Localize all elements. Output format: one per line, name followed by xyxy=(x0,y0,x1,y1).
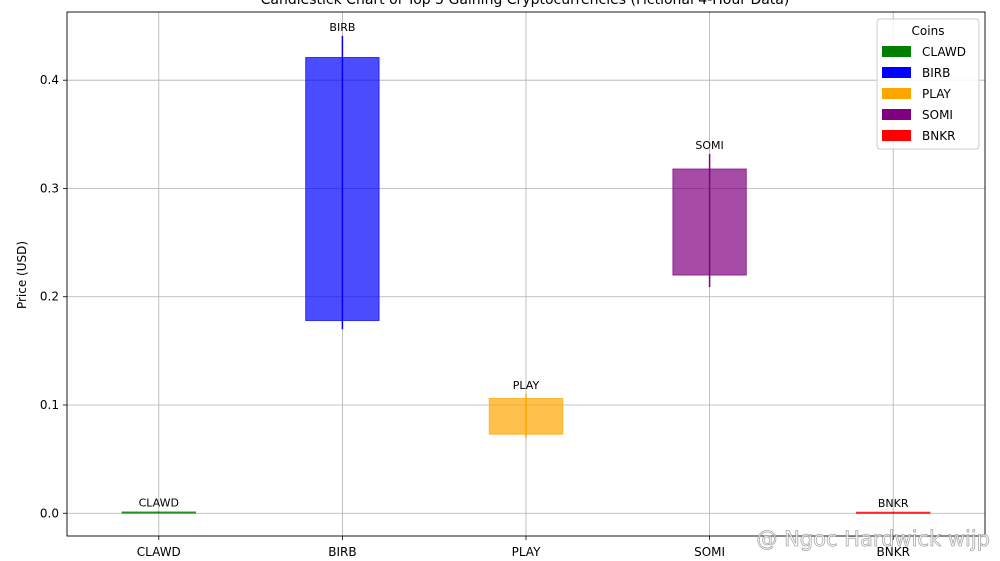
legend: Coins CLAWD BIRB PLAY SOMI BNKR xyxy=(876,18,980,150)
legend-swatch xyxy=(882,46,911,57)
legend-swatch xyxy=(882,130,911,141)
legend-title: Coins xyxy=(912,24,945,38)
candle-label: SOMI xyxy=(695,139,723,152)
candle-label: PLAY xyxy=(513,379,540,392)
x-tick-label: PLAY xyxy=(512,545,541,559)
y-tick-label: 0.0 xyxy=(40,506,59,520)
x-tick-label: CLAWD xyxy=(137,545,181,559)
x-tick-label: BNKR xyxy=(876,545,909,559)
candles: CLAWD BIRB PLAY SOMI BNKR xyxy=(121,21,931,514)
y-axis-title: Price (USD) xyxy=(15,241,29,309)
candle-label: BIRB xyxy=(329,21,355,34)
legend-entry-label: BNKR xyxy=(922,129,955,143)
legend-entry-label: SOMI xyxy=(922,108,953,122)
watermark-text: @ Ngoc Hardwick wijp xyxy=(756,527,990,551)
x-tick-label: SOMI xyxy=(694,545,725,559)
chart-title: Candlestick Chart of Top 5 Gaining Crypt… xyxy=(261,0,790,8)
plot-frame xyxy=(66,11,986,537)
x-tick-label: BIRB xyxy=(328,545,356,559)
legend-swatch xyxy=(882,88,911,99)
y-tick-label: 0.2 xyxy=(40,290,59,304)
legend-entry-label: BIRB xyxy=(922,66,950,80)
legend-entry-label: PLAY xyxy=(922,87,951,101)
y-tick-label: 0.3 xyxy=(40,181,59,195)
candle-label: BNKR xyxy=(878,497,909,510)
legend-swatch xyxy=(882,67,911,78)
y-tick-label: 0.4 xyxy=(40,73,59,87)
legend-swatch xyxy=(882,109,911,120)
y-tick-label: 0.1 xyxy=(40,398,59,412)
grid xyxy=(67,12,985,536)
legend-entry-label: CLAWD xyxy=(922,45,966,59)
candle-label: CLAWD xyxy=(139,497,179,510)
axes: 0.0 0.1 0.2 0.3 0.4 CLAWD BIRB PLAY SOMI BNKR xyxy=(40,11,986,559)
